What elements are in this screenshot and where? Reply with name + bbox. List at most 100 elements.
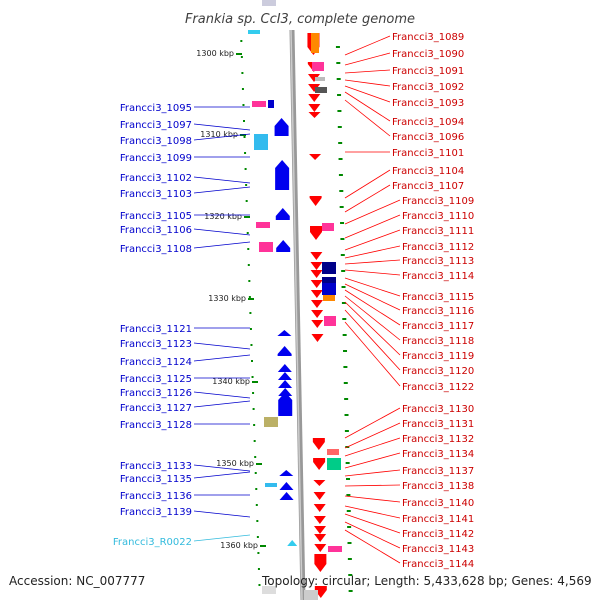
right-gene-label: Francci3_1122 (402, 382, 474, 393)
left-gene-label: Francci3_1133 (120, 461, 192, 472)
right-gene-label: Francci3_1143 (402, 544, 474, 555)
tick-mark (343, 366, 348, 368)
forward-gene-arrow (313, 492, 326, 500)
right-gene-label: Francci3_1144 (402, 559, 474, 570)
gene-box (268, 100, 274, 108)
leader-line (344, 199, 401, 225)
tick-mark (346, 494, 351, 496)
gene-box (262, 0, 276, 6)
forward-gene-arrow (311, 310, 324, 318)
leader-line (344, 309, 401, 371)
tick-mark (244, 168, 247, 170)
left-gene-label: Francci3_1124 (120, 357, 192, 368)
right-gene-label: Francci3_1118 (402, 336, 474, 347)
right-gene-label: Francci3_1141 (402, 514, 474, 525)
forward-gene-arrow (310, 226, 323, 240)
reverse-gene-arrow (279, 492, 294, 500)
topology-text: Topology: circular; Length: 5,433,628 bp… (262, 574, 592, 588)
tick-mark (256, 520, 259, 522)
left-gene-label: Francci3_1098 (120, 136, 192, 147)
forward-gene-arrow (314, 554, 327, 572)
gene-box (328, 546, 342, 552)
tick-mark (336, 78, 341, 80)
reverse-gene-arrow (278, 388, 293, 396)
leader-line (344, 422, 401, 449)
gene-box (259, 242, 273, 252)
tick-mark (247, 264, 250, 266)
kbp-scale: 1300 kbp 1310 kbp 1320 kbp 1330 kbp 1340 kbp… (196, 49, 266, 550)
right-gene-label: Francci3_1137 (402, 466, 474, 477)
leader-line (344, 52, 391, 66)
tick-mark (341, 286, 346, 288)
tick-mark (344, 414, 349, 416)
kbp-tick (248, 298, 254, 300)
leader-line (193, 464, 251, 472)
leader-line (344, 214, 401, 239)
tick-mark (337, 94, 342, 96)
reverse-gene-arrow (277, 346, 292, 356)
gene-box (322, 262, 336, 274)
forward-gene-arrow (313, 504, 326, 512)
leader-line (344, 229, 401, 251)
kbp-label: 1310 kbp (200, 130, 238, 139)
gene-box (248, 30, 260, 34)
forward-gene-arrow (312, 438, 325, 450)
tick-mark (340, 254, 345, 256)
tick-mark (337, 110, 342, 112)
reverse-gene-arrow (277, 330, 292, 336)
left-gene-label: Francci3_1099 (120, 153, 192, 164)
tick-mark (339, 206, 344, 208)
leader-line (344, 513, 401, 534)
left-gene-label: Francci3_1135 (120, 474, 192, 485)
leader-line (344, 295, 401, 341)
kbp-label: 1340 kbp (212, 377, 250, 386)
tick-mark (345, 462, 350, 464)
forward-gene-arrow (309, 196, 322, 206)
leader-line (344, 407, 401, 439)
reverse-gene-arrow (278, 392, 293, 416)
leader-line (193, 471, 251, 479)
forward-gene-arrow (310, 280, 323, 288)
left-gene-label: Francci3_1121 (120, 324, 192, 335)
kbp-label: 1360 kbp (220, 541, 258, 550)
tick-mark (338, 174, 343, 176)
tick-mark (241, 88, 244, 90)
leader-line (193, 186, 251, 194)
tick-mark (240, 40, 243, 42)
right-gene-labels: Francci3_1089 Francci3_1090 Francci3_1091 F… (392, 32, 474, 570)
tick-mark (342, 318, 347, 320)
forward-gene-arrow (308, 104, 321, 112)
left-gene-labels: Francci3_1095 Francci3_1097 Francci3_1098 F… (113, 103, 192, 548)
tick-mark (338, 142, 343, 144)
gene-box (262, 586, 276, 594)
reverse-gene-arrow (274, 118, 289, 136)
leader-line (193, 391, 251, 399)
leader-line (344, 452, 401, 469)
tick-mark (245, 184, 248, 186)
gene-box (322, 223, 334, 231)
left-gene-label: Francci3_1139 (120, 507, 192, 518)
tick-mark (343, 350, 348, 352)
leader-line (344, 79, 391, 87)
kbp-tick (236, 53, 242, 55)
leader-line (344, 269, 401, 276)
right-gene-label: Francci3_1114 (402, 271, 474, 282)
left-gene-label: Francci3_1102 (120, 173, 192, 184)
leader-line (344, 277, 401, 297)
kbp-tick (244, 216, 250, 218)
tick-mark (348, 574, 353, 576)
left-gene-label: Francci3_1127 (120, 403, 192, 414)
tick-mark (347, 526, 352, 528)
tick-mark (340, 238, 345, 240)
forward-gene-arrow (308, 94, 321, 102)
leader-line (344, 301, 401, 356)
tick-mark (339, 190, 344, 192)
tick-mark (347, 558, 352, 560)
gene-box (264, 417, 278, 427)
right-gene-label: Francci3_1091 (392, 66, 464, 77)
leader-line (193, 228, 251, 236)
map-title: Frankia sp. CcI3, complete genome (185, 12, 415, 27)
gene-box (323, 295, 335, 301)
